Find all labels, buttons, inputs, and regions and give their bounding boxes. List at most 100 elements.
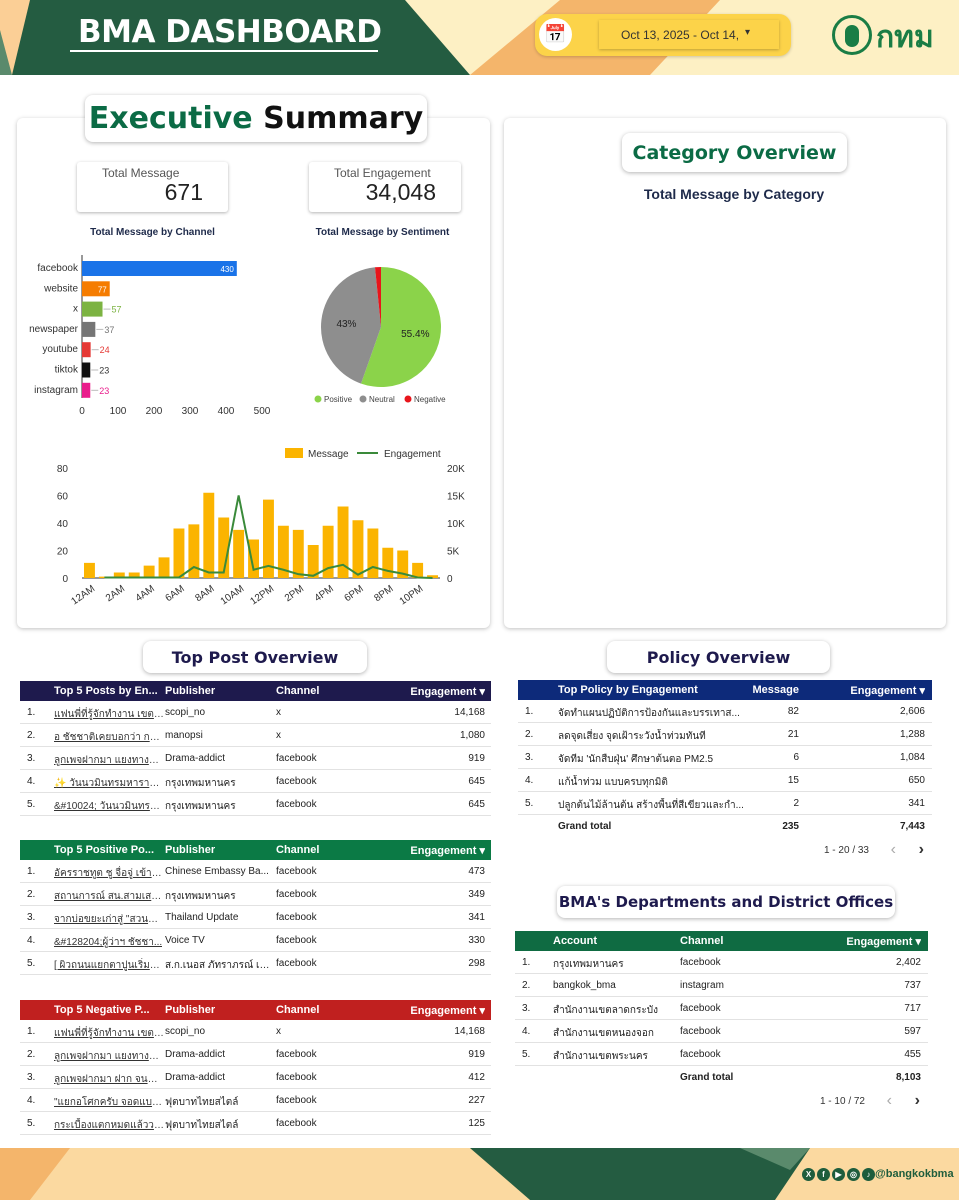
rank: 3. [27, 912, 36, 923]
table-row[interactable]: 3. จากบ่อขยะเก่าสู่ "สวนป่าฯ... Thailand U… [20, 906, 491, 929]
engagement: 1,288 [899, 729, 925, 740]
column-header-1[interactable]: Publisher [165, 1004, 216, 1016]
message-bar-5PM [337, 506, 349, 578]
table-row[interactable]: 1. แฟนพี่ที่รู้จักทำงาน เขต ก... scopi_no x… [20, 1020, 491, 1043]
column-header-1[interactable]: Publisher [165, 844, 216, 856]
post-title-link[interactable]: "แยกอโศกครับ จอดแบบนี้... [54, 1097, 164, 1108]
table-row[interactable]: 1. กรุงเทพมหานคร facebook 2,402 [515, 951, 928, 974]
instagram-icon[interactable]: ◎ [847, 1168, 860, 1181]
policy-name: แก้น้ำท่วม แบบครบทุกมิติ [558, 777, 668, 788]
column-header-1[interactable]: Channel [680, 935, 724, 947]
rank: 5. [525, 798, 534, 809]
post-title-link[interactable]: กระเบื้องแตกหมดแล้ววววว... [54, 1120, 164, 1131]
post-title-link[interactable]: ลูกเพจฝากมา ฝาก จนท ด้... [54, 1074, 164, 1085]
rank: 5. [27, 799, 36, 810]
next-page-button[interactable]: › [914, 1092, 920, 1109]
table-row[interactable]: 4. แก้น้ำท่วม แบบครบทุกมิติ 15 650 [518, 769, 932, 792]
publisher: scopi_no [165, 707, 206, 718]
x-tick-label: 200 [146, 406, 163, 417]
date-range-dropdown[interactable]: Oct 13, 2025 - Oct 14, ▾ [599, 20, 779, 49]
table-row[interactable]: 3. ลูกเพจฝากมา แยงทางหล... Drama-addict fac… [20, 747, 491, 770]
publisher: Drama-addict [165, 1072, 226, 1083]
date-picker[interactable]: 📅 Oct 13, 2025 - Oct 14, ▾ [535, 14, 791, 56]
next-page-button[interactable]: › [918, 841, 924, 858]
rank: 5. [27, 958, 36, 969]
post-title-link[interactable]: &#128204;ผู้ว่าฯ ชัชชา... [54, 937, 163, 948]
table-row[interactable]: 4. ✨ วันนวมินทรมหาราช ... กรุงเทพมหานคร fac… [20, 770, 491, 793]
publisher: กรุงเทพมหานคร [165, 778, 236, 789]
table-row[interactable]: 1. อัครราชทูต ชู จื่อจู่ เข้าร่วม...Chine… [20, 860, 491, 883]
policy-name: จัดทีม 'นักสืบฝุ่น' ศึกษาต้นตอ PM2.5 [558, 754, 714, 765]
column-header-2[interactable]: Engagement ▾ [850, 685, 925, 697]
column-header-3[interactable]: Engagement ▾ [410, 845, 485, 857]
message-count: 6 [793, 752, 799, 763]
post-title-link[interactable]: แฟนพี่ที่รู้จักทำงาน เขต ก... [54, 709, 164, 720]
column-header-2[interactable]: Channel [276, 1004, 320, 1016]
table-row[interactable]: 1. จัดทำแผนปฏิบัติการป้องกันและบรรเทาส...… [518, 700, 932, 723]
table-row[interactable]: 2. ลูกเพจฝากมา แยงทางหล... Drama-addict fac… [20, 1043, 491, 1066]
post-title-link[interactable]: จากบ่อขยะเก่าสู่ "สวนป่าฯ... [54, 914, 164, 925]
grand-total-row: Grand total 8,103 [515, 1066, 928, 1089]
table-row[interactable]: 5. ปลูกต้นไม้ล้านต้น สร้างพื้นที่สีเขียวแ… [518, 792, 932, 815]
table-row[interactable]: 4. สำนักงานเขตหนองจอก facebook 597 [515, 1020, 928, 1043]
post-title-link[interactable]: [ ผิวถนนแยกตาปูนเริ่มต่อ... [54, 960, 164, 971]
x-tick-label: 500 [254, 406, 271, 417]
prev-page-button[interactable]: ‹ [886, 1092, 892, 1109]
column-header-0[interactable]: Account [553, 935, 597, 947]
table-row[interactable]: 3. ลูกเพจฝากมา ฝาก จนท ด้... Drama-addict f… [20, 1066, 491, 1089]
column-header-2[interactable]: Engagement ▾ [846, 936, 921, 948]
table-row[interactable]: 3. สำนักงานเขตลาดกระบัง facebook 717 [515, 997, 928, 1020]
table-row[interactable]: 4. &#128204;ผู้ว่าฯ ชัชชา... Voice TV faceb… [20, 929, 491, 952]
table-row[interactable]: 4. "แยกอโศกครับ จอดแบบนี้... ฟุตบาทไทยสไตล… [20, 1089, 491, 1112]
post-title-link[interactable]: อ ชัชชาติเคยบอกว่า กทม ... [54, 732, 164, 743]
x-icon[interactable]: X [802, 1168, 815, 1181]
youtube-icon[interactable]: ▶ [832, 1168, 845, 1181]
column-header-0[interactable]: Top 5 Posts by En... [54, 685, 158, 697]
policy-name: ลดจุดเสี่ยง จุดเฝ้าระวังน้ำท่วมทันที [558, 731, 706, 742]
column-header-0[interactable]: Top 5 Positive Po... [54, 844, 155, 856]
table-row[interactable]: 3. จัดทีม 'นักสืบฝุ่น' ศึกษาต้นตอ PM2.5 6 1… [518, 746, 932, 769]
bar-instagram [82, 382, 91, 398]
column-header-2[interactable]: Channel [276, 685, 320, 697]
engagement: 645 [468, 776, 485, 787]
account-name: สำนักงานเขตหนองจอก [553, 1028, 654, 1039]
post-title-link[interactable]: ลูกเพจฝากมา แยงทางหล... [54, 1051, 164, 1062]
table-row[interactable]: 2. ลดจุดเสี่ยง จุดเฝ้าระวังน้ำท่วมทันที 21… [518, 723, 932, 746]
engagement: 298 [468, 958, 485, 969]
table-row[interactable]: 1. แฟนพี่ที่รู้จักทำงาน เขต ก... scopi_no x… [20, 701, 491, 724]
column-header-1[interactable]: Message [752, 684, 799, 696]
post-title-link[interactable]: แฟนพี่ที่รู้จักทำงาน เขต ก... [54, 1028, 164, 1039]
departments-table: Account Channel Engagement ▾ 1. กรุงเทพมหานค… [515, 931, 928, 1121]
column-header-0[interactable]: Top Policy by Engagement [558, 684, 698, 696]
facebook-icon[interactable]: f [817, 1168, 830, 1181]
message-bar-8PM [382, 547, 394, 578]
legend-swatch [404, 395, 412, 403]
engagement: 330 [468, 935, 485, 946]
post-title-link[interactable]: ✨ วันนวมินทรมหาราช ... [54, 778, 164, 789]
table-row[interactable]: 5. [ ผิวถนนแยกตาปูนเริ่มต่อ... ส.ก.เนอส ภั… [20, 952, 491, 975]
x-tick-label: 8PM [372, 583, 395, 604]
column-header-1[interactable]: Publisher [165, 685, 216, 697]
message-count: 2 [793, 798, 799, 809]
column-header-3[interactable]: Engagement ▾ [410, 686, 485, 698]
post-title-link[interactable]: &#10024; วันนวมินทรม... [54, 801, 164, 812]
table-row[interactable]: 2. อ ชัชชาติเคยบอกว่า กทม ... manopsi x 1,08… [20, 724, 491, 747]
post-title-link[interactable]: สถานการณ์ สน.สามเสน &... [54, 891, 164, 902]
post-title-link[interactable]: อัครราชทูต ชู จื่อจู่ เข้าร่วม... [54, 868, 164, 879]
tiktok-icon[interactable]: ♪ [862, 1168, 875, 1181]
channel: instagram [680, 980, 724, 991]
column-header-3[interactable]: Engagement ▾ [410, 1005, 485, 1017]
table-row[interactable]: 5. สำนักงานเขตพระนคร facebook 455 [515, 1043, 928, 1066]
table-row[interactable]: 2. bangkok_bma instagram 737 [515, 974, 928, 997]
post-title-link[interactable]: ลูกเพจฝากมา แยงทางหล... [54, 755, 164, 766]
table-row[interactable]: 5. กระเบื้องแตกหมดแล้ววววว...ฟุตบาทไทยสไต… [20, 1112, 491, 1135]
message-bar-11AM [248, 539, 259, 578]
table-row[interactable]: 2. สถานการณ์ สน.สามเสน &... กรุงเทพมหานคร f… [20, 883, 491, 906]
column-header-2[interactable]: Channel [276, 844, 320, 856]
pie-slice-positive [361, 267, 441, 387]
table-row[interactable]: 5. &#10024; วันนวมินทรม... กรุงเทพมหานคร fa… [20, 793, 491, 816]
message-bar-2AM [113, 572, 125, 578]
column-header-0[interactable]: Top 5 Negative P... [54, 1004, 150, 1016]
prev-page-button[interactable]: ‹ [890, 841, 896, 858]
